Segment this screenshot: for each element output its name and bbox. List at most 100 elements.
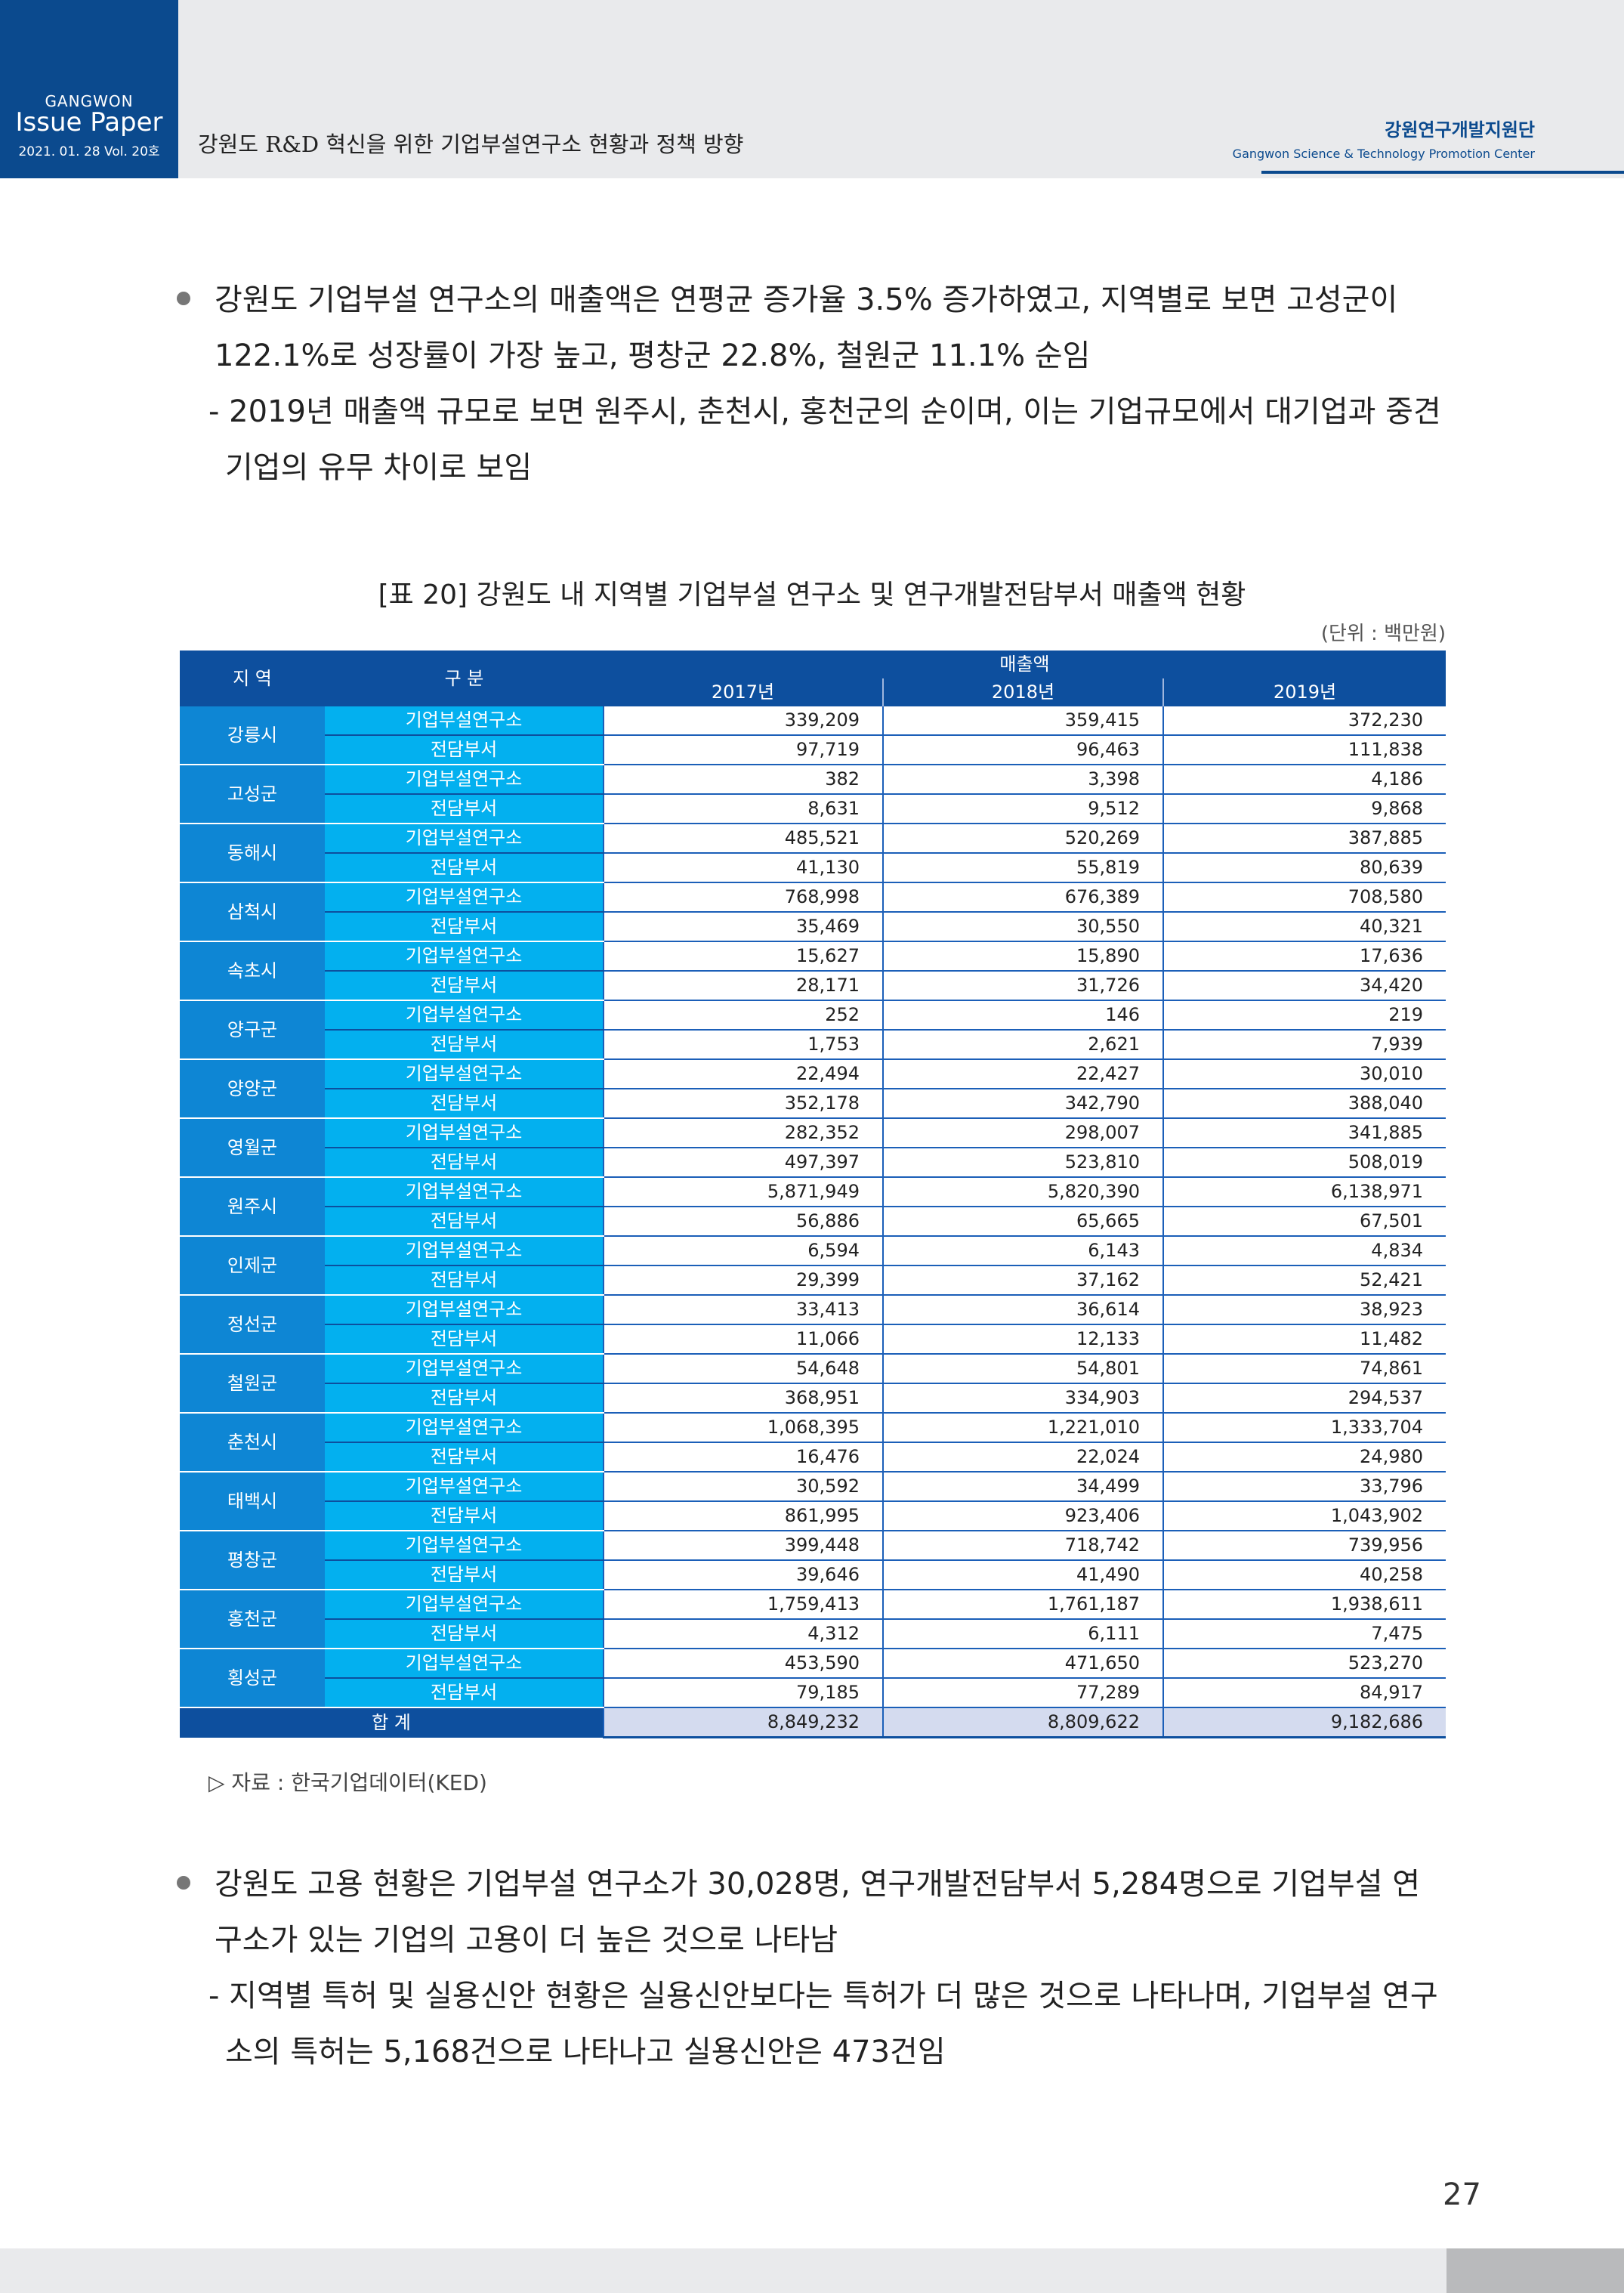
table-row: 전담부서 4,312 6,111 7,475 [180, 1619, 1446, 1649]
value-cell: 8,631 [603, 794, 883, 824]
value-cell: 676,389 [882, 882, 1163, 913]
table-row: 원주시 기업부설연구소 5,871,949 5,820,390 6,138,971 [180, 1177, 1446, 1237]
total-value: 8,809,622 [882, 1707, 1163, 1738]
value-cell: 146 [882, 1000, 1163, 1031]
table-row: 전담부서 352,178 342,790 388,040 [180, 1089, 1446, 1119]
category-cell: 전담부서 [325, 1089, 604, 1119]
region-cell: 홍천군 [180, 1590, 325, 1649]
value-cell: 79,185 [603, 1678, 883, 1708]
table-row: 정선군 기업부설연구소 33,413 36,614 38,923 [180, 1295, 1446, 1355]
value-cell: 30,592 [603, 1472, 883, 1502]
value-cell: 6,594 [603, 1236, 883, 1266]
value-cell: 12,133 [882, 1324, 1163, 1355]
table-row: 전담부서 16,476 22,024 24,980 [180, 1442, 1446, 1473]
header-rule [1261, 171, 1624, 174]
issue-date: 2021. 01. 28 Vol. 20호 [18, 144, 160, 159]
value-cell: 9,868 [1162, 794, 1446, 824]
value-cell: 739,956 [1162, 1531, 1446, 1561]
category-cell: 전담부서 [325, 1501, 604, 1531]
table-row: 전담부서 368,951 334,903 294,537 [180, 1383, 1446, 1414]
category-cell: 기업부설연구소 [325, 1590, 604, 1620]
category-cell: 전담부서 [325, 912, 604, 942]
value-cell: 1,068,395 [603, 1413, 883, 1443]
value-cell: 28,171 [603, 971, 883, 1001]
category-cell: 기업부설연구소 [325, 882, 604, 913]
region-cell: 강릉시 [180, 706, 325, 765]
org-name-en: Gangwon Science & Technology Promotion C… [1232, 147, 1535, 161]
value-cell: 368,951 [603, 1383, 883, 1414]
region-cell: 원주시 [180, 1177, 325, 1237]
category-cell: 기업부설연구소 [325, 1118, 604, 1148]
value-cell: 2,621 [882, 1030, 1163, 1060]
category-cell: 기업부설연구소 [325, 941, 604, 972]
value-cell: 372,230 [1162, 706, 1446, 736]
category-cell: 전담부서 [325, 1207, 604, 1237]
category-cell: 전담부서 [325, 1678, 604, 1708]
category-cell: 전담부서 [325, 794, 604, 824]
value-cell: 11,482 [1162, 1324, 1446, 1355]
category-cell: 전담부서 [325, 971, 604, 1001]
header-title: 강원도 R&D 혁신을 위한 기업부설연구소 현황과 정책 방향 [198, 131, 744, 157]
category-cell: 기업부설연구소 [325, 1354, 604, 1384]
value-cell: 768,998 [603, 882, 883, 913]
category-cell: 전담부서 [325, 1030, 604, 1060]
value-cell: 77,289 [882, 1678, 1163, 1708]
category-cell: 기업부설연구소 [325, 1177, 604, 1207]
category-cell: 기업부설연구소 [325, 1295, 604, 1325]
year-header: 2019년 [1162, 678, 1446, 706]
value-cell: 5,820,390 [882, 1177, 1163, 1207]
category-cell: 전담부서 [325, 1265, 604, 1296]
value-cell: 56,886 [603, 1207, 883, 1237]
table-body: 강릉시 기업부설연구소 339,209 359,415 372,230 전담부서 97,71… [180, 706, 1446, 1738]
value-cell: 37,162 [882, 1265, 1163, 1296]
category-cell: 전담부서 [325, 1560, 604, 1590]
value-cell: 74,861 [1162, 1354, 1446, 1384]
table-row: 춘천시 기업부설연구소 1,068,395 1,221,010 1,333,704 [180, 1413, 1446, 1473]
category-cell: 기업부설연구소 [325, 1649, 604, 1679]
table-row: 횡성군 기업부설연구소 453,590 471,650 523,270 [180, 1649, 1446, 1708]
value-cell: 359,415 [882, 706, 1163, 736]
table-row: 속초시 기업부설연구소 15,627 15,890 17,636 [180, 941, 1446, 1001]
value-cell: 1,043,902 [1162, 1501, 1446, 1531]
category-cell: 전담부서 [325, 1442, 604, 1473]
table-row: 전담부서 39,646 41,490 40,258 [180, 1560, 1446, 1590]
category-cell: 기업부설연구소 [325, 824, 604, 854]
category-cell: 전담부서 [325, 1619, 604, 1649]
table-row: 강릉시 기업부설연구소 339,209 359,415 372,230 [180, 706, 1446, 765]
value-cell: 471,650 [882, 1649, 1163, 1679]
header-row: 2017년 2018년 2019년 [180, 678, 1446, 706]
sub-text: - 2019년 매출액 규모로 보면 원주시, 춘천시, 홍천군의 순이며, 이… [208, 394, 1441, 485]
value-cell: 38,923 [1162, 1295, 1446, 1325]
value-cell: 342,790 [882, 1089, 1163, 1119]
category-cell: 전담부서 [325, 735, 604, 765]
value-cell: 65,665 [882, 1207, 1163, 1237]
category-cell: 기업부설연구소 [325, 706, 604, 736]
value-cell: 24,980 [1162, 1442, 1446, 1473]
value-cell: 96,463 [882, 735, 1163, 765]
category-cell: 기업부설연구소 [325, 1531, 604, 1561]
table-row: 인제군 기업부설연구소 6,594 6,143 4,834 [180, 1236, 1446, 1296]
value-cell: 52,421 [1162, 1265, 1446, 1296]
value-cell: 84,917 [1162, 1678, 1446, 1708]
category-cell: 전담부서 [325, 1383, 604, 1414]
value-cell: 22,427 [882, 1059, 1163, 1089]
source-note: ▷ 자료 : 한국기업데이터(KED) [208, 1770, 487, 1795]
value-cell: 15,890 [882, 941, 1163, 972]
value-cell: 36,614 [882, 1295, 1163, 1325]
table-row: 전담부서 41,130 55,819 80,639 [180, 853, 1446, 883]
value-cell: 1,221,010 [882, 1413, 1163, 1443]
year-header: 2018년 [882, 678, 1163, 706]
category-cell: 기업부설연구소 [325, 1472, 604, 1502]
value-cell: 219 [1162, 1000, 1446, 1031]
value-cell: 9,512 [882, 794, 1163, 824]
value-cell: 67,501 [1162, 1207, 1446, 1237]
value-cell: 55,819 [882, 853, 1163, 883]
value-cell: 35,469 [603, 912, 883, 942]
category-cell: 기업부설연구소 [325, 1413, 604, 1443]
table-row: 전담부서 11,066 12,133 11,482 [180, 1324, 1446, 1355]
region-cell: 양양군 [180, 1059, 325, 1119]
logo-box: GANGWON Issue Paper 2021. 01. 28 Vol. 20… [0, 0, 178, 178]
series: Issue Paper [15, 107, 163, 138]
header-bar [0, 0, 1624, 178]
value-cell: 30,010 [1162, 1059, 1446, 1089]
